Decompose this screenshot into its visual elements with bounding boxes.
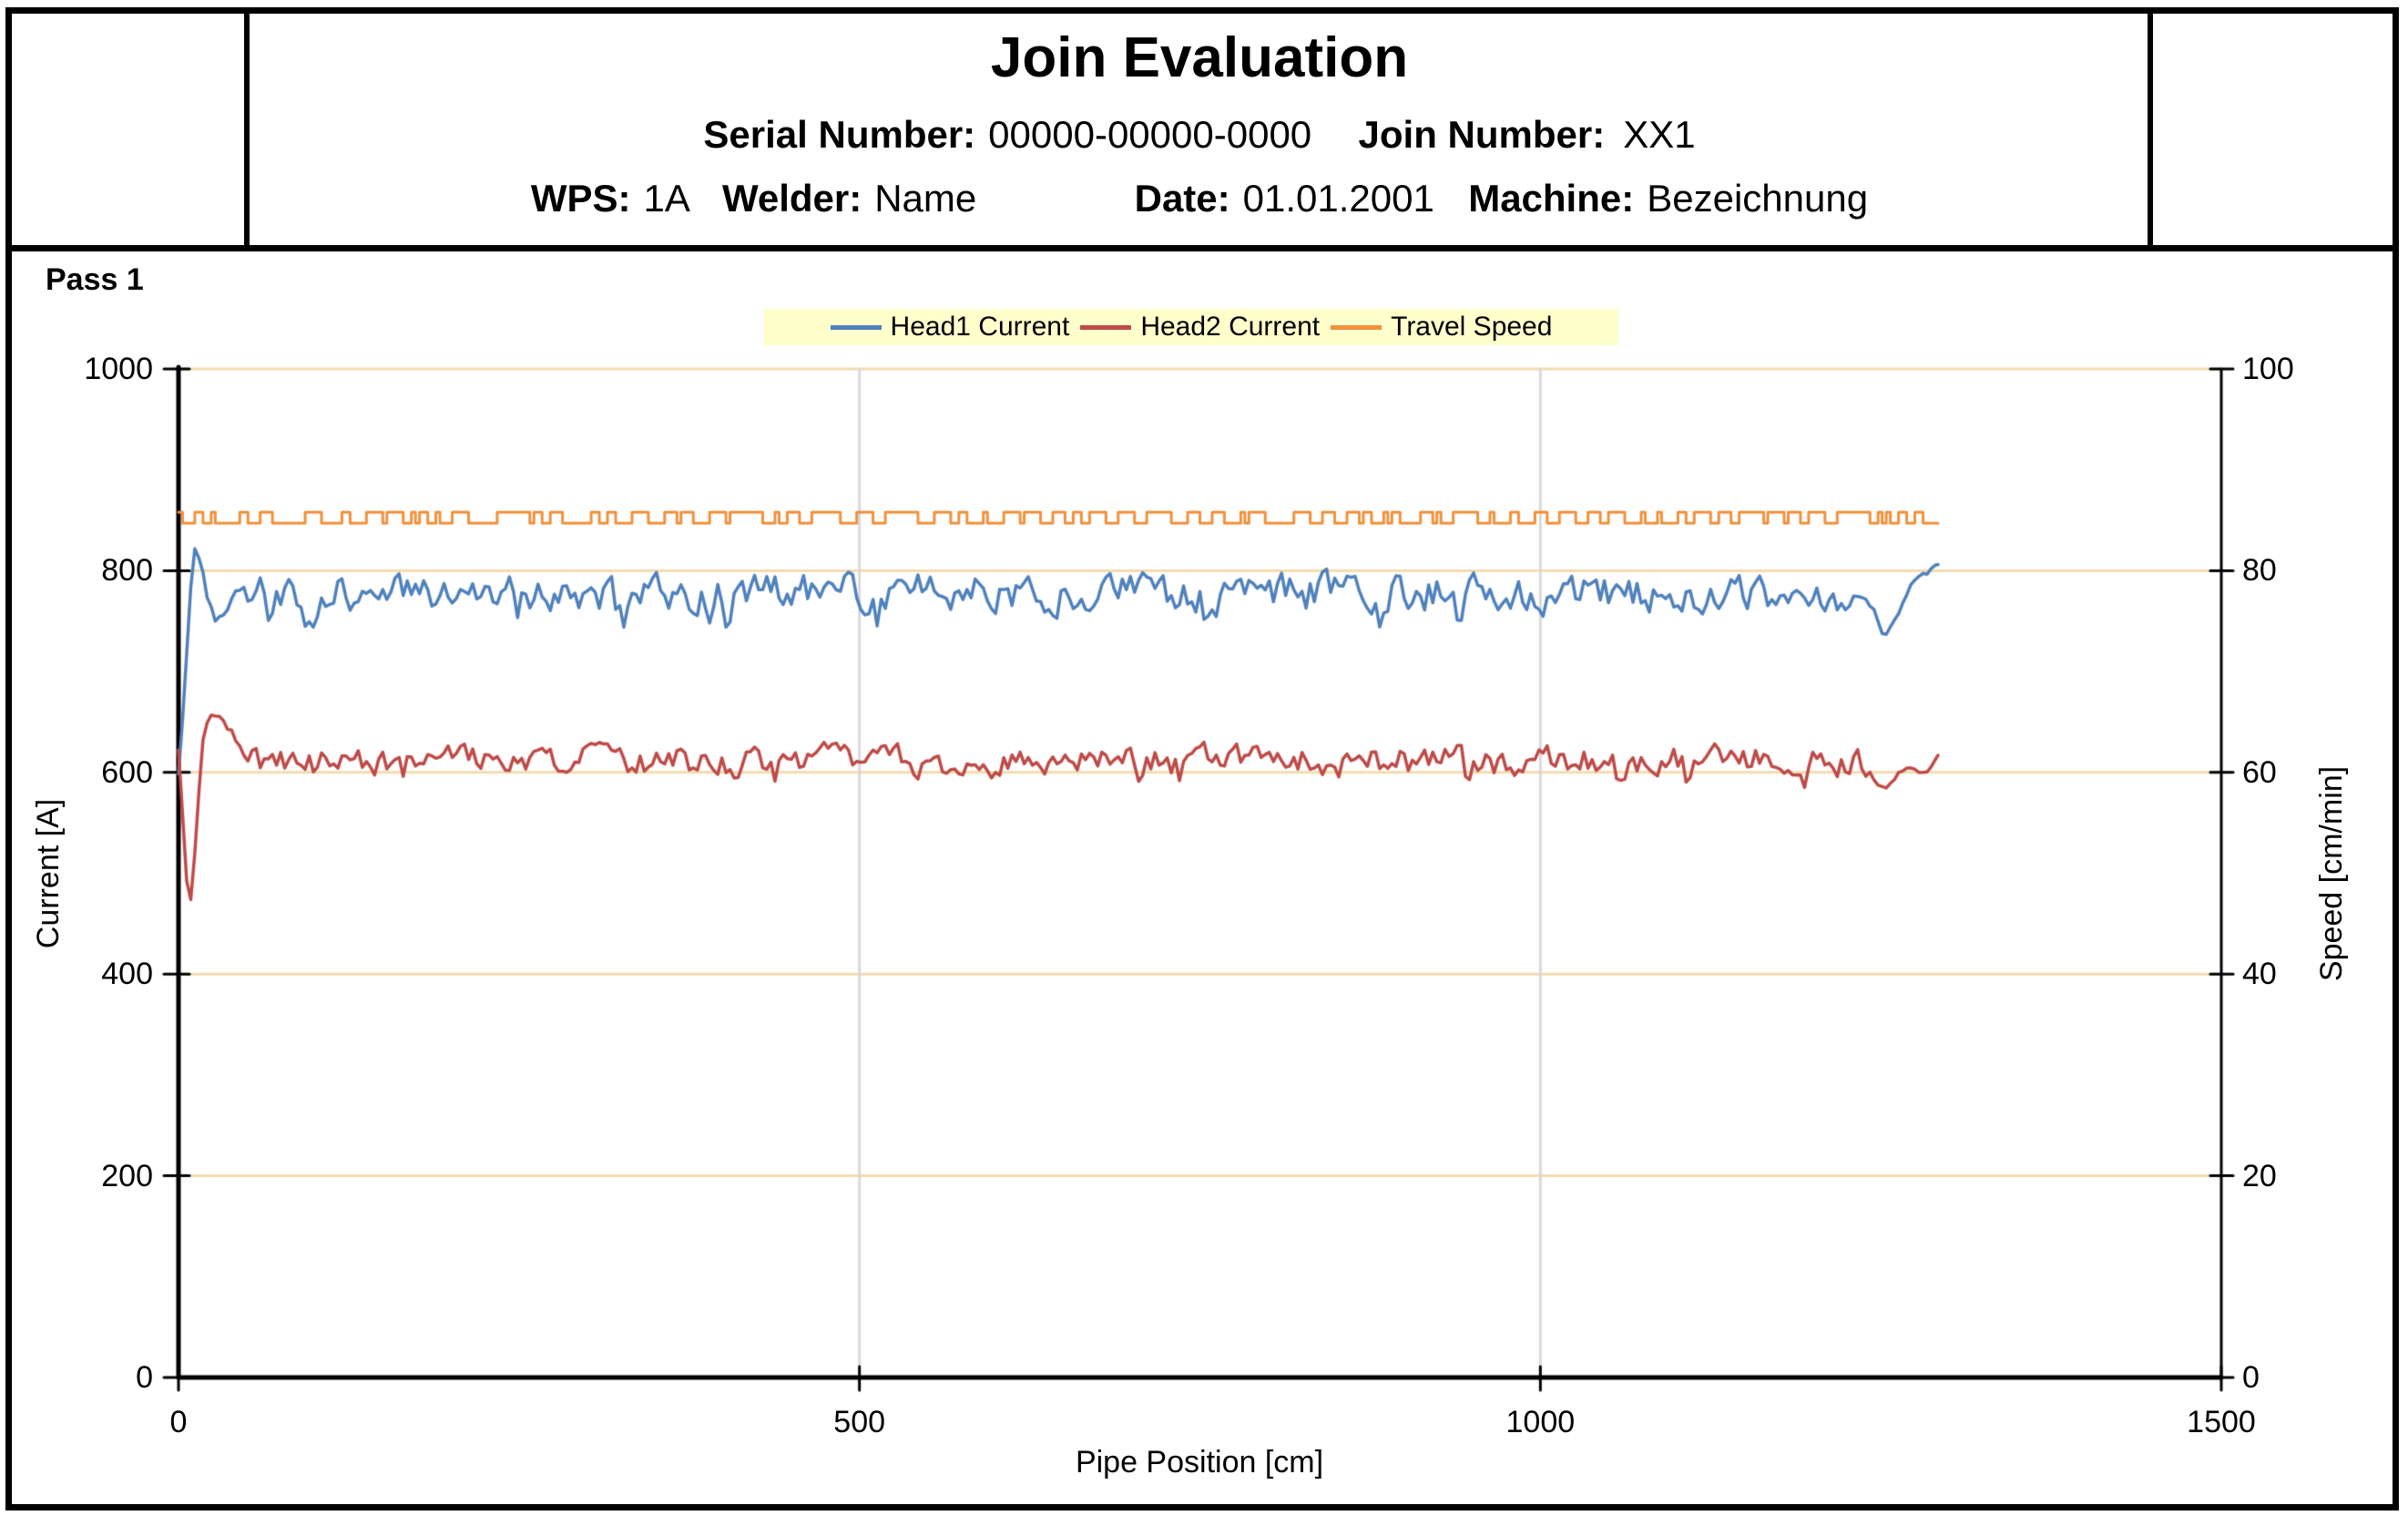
- serial-number-value: 00000-00000-0000: [988, 113, 1312, 156]
- header-row-serial: Serial Number: 00000-00000-0000 Join Numb…: [251, 113, 2148, 157]
- y-axis-left-title: Current [A]: [31, 798, 66, 949]
- serial-number-label: Serial Number:: [703, 113, 976, 156]
- welder-value: Name: [874, 177, 977, 220]
- chart-legend: Head1 Current Head2 Current Travel Speed: [764, 309, 1618, 345]
- join-number-value: XX1: [1623, 113, 1696, 156]
- legend-item-head2-current: Head2 Current: [1080, 312, 1320, 343]
- y-left-tick-label: 800: [101, 553, 153, 589]
- header-right-divider: [2148, 14, 2153, 245]
- legend-label: Travel Speed: [1391, 312, 1553, 342]
- header-row-details: WPS: 1A Welder: Name Date: 01.01.2001 Machi…: [251, 177, 2148, 220]
- y-right-tick-label: 0: [2242, 1360, 2260, 1395]
- y-right-tick-label: 80: [2242, 553, 2277, 589]
- x-axis-title: Pipe Position [cm]: [1075, 1445, 1324, 1480]
- header-left-divider: [244, 14, 250, 245]
- head1-current-line-swatch: [830, 324, 882, 330]
- x-tick-label: 1500: [2187, 1405, 2256, 1439]
- legend-item-head1-current: Head1 Current: [830, 312, 1070, 343]
- travel-speed-line-swatch: [1331, 324, 1383, 330]
- wps-value: 1A: [643, 177, 689, 220]
- y-right-tick-label: 20: [2242, 1158, 2277, 1193]
- x-tick-label: 0: [169, 1405, 188, 1439]
- machine-label: Machine:: [1468, 177, 1635, 220]
- y-right-tick-label: 100: [2242, 352, 2294, 386]
- date-label: Date:: [1134, 177, 1230, 220]
- y-left-tick-label: 400: [101, 957, 153, 992]
- x-tick-label: 500: [833, 1405, 886, 1439]
- report-header: Join Evaluation Serial Number: 00000-0000…: [251, 7, 2148, 246]
- y-left-tick-label: 600: [101, 754, 153, 790]
- header-bottom-divider: [12, 245, 2393, 251]
- head2-current-line-swatch: [1080, 324, 1132, 330]
- welder-label: Welder:: [721, 177, 862, 220]
- x-tick-label: 1000: [1505, 1405, 1576, 1439]
- join-number-label: Join Number:: [1358, 113, 1606, 156]
- machine-value: Bezeichnung: [1647, 177, 1869, 220]
- page-title: Join Evaluation: [990, 26, 1409, 89]
- y-left-tick-label: 0: [136, 1360, 153, 1395]
- wps-label: WPS:: [530, 177, 631, 220]
- legend-item-travel-speed: Travel Speed: [1331, 312, 1552, 343]
- y-right-tick-label: 60: [2242, 754, 2277, 790]
- y-left-tick-label: 1000: [84, 352, 153, 386]
- date-value: 01.01.2001: [1242, 177, 1434, 220]
- y-axis-right-title: Speed [cm/min]: [2314, 765, 2349, 982]
- pass-label: Pass 1: [46, 262, 144, 297]
- legend-label: Head2 Current: [1140, 312, 1321, 342]
- page-border: [5, 7, 2399, 1510]
- legend-label: Head1 Current: [890, 312, 1070, 342]
- y-left-tick-label: 200: [101, 1158, 153, 1193]
- y-right-tick-label: 40: [2242, 957, 2277, 992]
